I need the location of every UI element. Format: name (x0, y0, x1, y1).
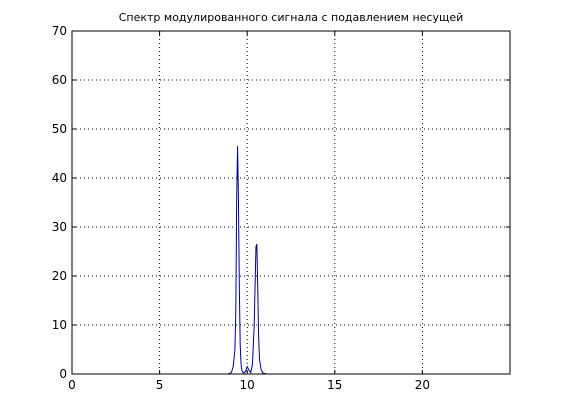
y-tick-label: 30 (52, 220, 67, 234)
ticks: 0 5 10 15 20 0 10 20 30 40 50 60 70 (52, 24, 510, 392)
x-tick-label: 0 (68, 378, 76, 392)
spectrum-line (72, 146, 510, 375)
x-tick-label: 10 (240, 378, 255, 392)
y-tick-label: 40 (52, 171, 67, 185)
y-tick-label: 10 (52, 318, 67, 332)
y-tick-label: 50 (52, 122, 67, 136)
axes-box (71, 30, 511, 375)
chart-title: Спектр модулированного сигнала с подавле… (119, 11, 464, 24)
y-tick-label: 0 (59, 367, 67, 381)
x-tick-label: 20 (415, 378, 430, 392)
y-tick-label: 60 (52, 73, 67, 87)
grid (72, 31, 510, 374)
x-tick-label: 15 (327, 378, 342, 392)
series-layer (72, 146, 510, 375)
y-tick-label: 20 (52, 269, 67, 283)
x-tick-label: 5 (156, 378, 164, 392)
y-tick-label: 70 (52, 24, 67, 38)
